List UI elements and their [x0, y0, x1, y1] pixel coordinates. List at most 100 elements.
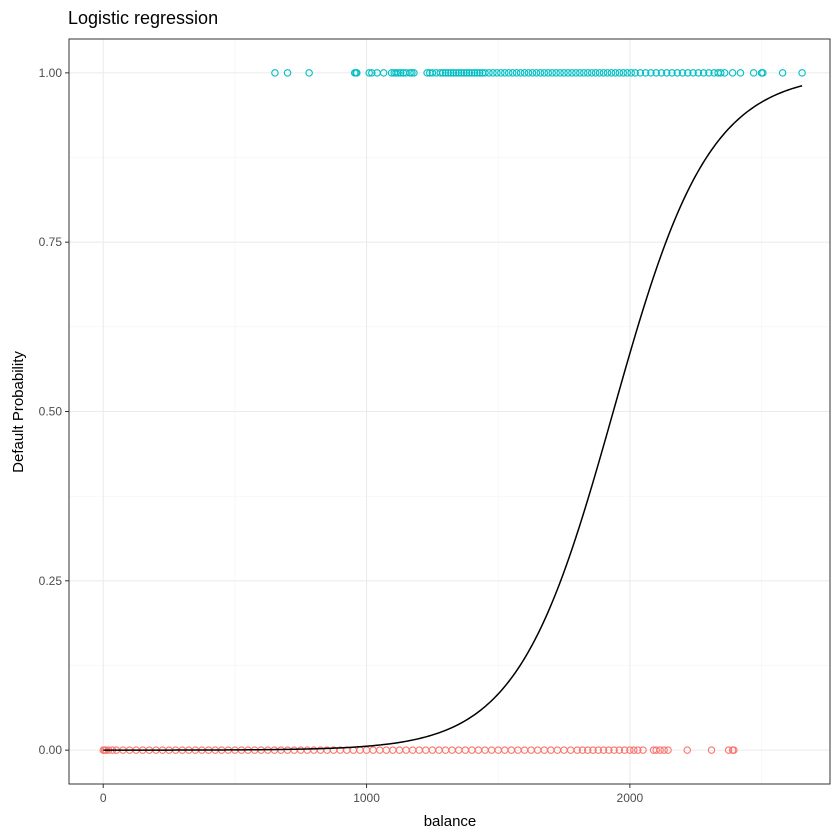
- point-default-yes: [408, 69, 416, 77]
- point-default-yes: [556, 69, 564, 77]
- point-default-yes: [470, 69, 479, 77]
- point-default-yes: [493, 69, 501, 77]
- points-default-yes: [271, 69, 806, 77]
- point-default-yes: [560, 69, 568, 77]
- point-default-yes: [520, 69, 529, 77]
- point-default-no: [573, 746, 581, 754]
- y-tick-label: 0.00: [39, 743, 63, 757]
- point-default-yes: [452, 69, 460, 77]
- point-default-yes: [524, 69, 533, 77]
- point-default-no: [634, 746, 642, 754]
- point-default-yes: [652, 69, 660, 77]
- point-default-yes: [619, 69, 628, 77]
- point-default-no: [620, 746, 629, 754]
- point-default-yes: [454, 69, 463, 77]
- point-default-yes: [778, 69, 787, 77]
- point-default-yes: [627, 69, 635, 77]
- point-default-yes: [580, 69, 588, 77]
- point-default-yes: [439, 69, 447, 77]
- point-default-yes: [583, 69, 592, 77]
- point-default-no: [605, 746, 613, 754]
- point-default-yes: [699, 69, 708, 77]
- point-default-yes: [428, 69, 437, 77]
- point-default-yes: [449, 69, 458, 77]
- point-default-yes: [462, 69, 471, 77]
- point-default-yes: [444, 69, 452, 77]
- point-default-yes: [410, 69, 418, 77]
- x-axis-ticks: 0 1000 2000: [100, 784, 644, 805]
- point-default-yes: [572, 69, 580, 77]
- point-default-yes: [720, 69, 729, 77]
- point-default-yes: [305, 69, 313, 77]
- point-default-no: [707, 746, 716, 754]
- point-default-no: [589, 746, 597, 754]
- point-default-yes: [673, 69, 682, 77]
- y-tick-label: 0.25: [39, 574, 63, 588]
- point-default-yes: [548, 69, 556, 77]
- point-default-yes: [473, 69, 481, 77]
- point-default-yes: [568, 69, 576, 77]
- point-default-no: [730, 746, 738, 754]
- point-default-yes: [705, 69, 713, 77]
- y-axis-ticks: 0.00 0.25 0.50 0.75 1.00: [39, 66, 69, 757]
- point-default-yes: [607, 69, 616, 77]
- point-default-yes: [641, 69, 650, 77]
- point-default-yes: [497, 69, 505, 77]
- point-default-yes: [564, 69, 572, 77]
- point-default-yes: [689, 69, 697, 77]
- grid-lines: [69, 39, 830, 784]
- point-default-yes: [536, 69, 545, 77]
- point-default-no: [664, 746, 672, 754]
- point-default-no: [639, 746, 647, 754]
- point-default-yes: [402, 69, 410, 77]
- point-default-yes: [353, 69, 361, 77]
- point-default-yes: [611, 69, 620, 77]
- x-axis-label: balance: [424, 813, 477, 830]
- point-default-yes: [504, 69, 513, 77]
- point-default-yes: [485, 69, 493, 77]
- point-default-yes: [468, 69, 476, 77]
- point-default-yes: [540, 69, 549, 77]
- point-default-yes: [368, 69, 376, 77]
- point-default-yes: [595, 69, 604, 77]
- chart-title: Logistic regression: [68, 8, 218, 28]
- point-default-no: [724, 746, 733, 754]
- point-default-yes: [647, 69, 655, 77]
- x-tick-label: 2000: [617, 791, 644, 805]
- point-default-yes: [436, 69, 445, 77]
- point-default-yes: [587, 69, 596, 77]
- point-default-yes: [599, 69, 608, 77]
- point-default-yes: [678, 69, 687, 77]
- point-default-yes: [512, 69, 521, 77]
- point-default-yes: [397, 69, 405, 77]
- point-default-no: [578, 746, 587, 754]
- point-default-no: [683, 746, 692, 754]
- point-default-yes: [481, 69, 489, 77]
- point-default-no: [615, 746, 624, 754]
- point-default-yes: [728, 69, 737, 77]
- point-default-no: [599, 746, 608, 754]
- point-default-yes: [457, 69, 466, 77]
- point-default-yes: [365, 69, 373, 77]
- point-default-yes: [441, 69, 450, 77]
- points-default-no: [99, 746, 738, 754]
- point-default-yes: [684, 69, 692, 77]
- point-default-no: [630, 746, 638, 754]
- point-default-yes: [615, 69, 624, 77]
- point-default-yes: [516, 69, 525, 77]
- y-tick-label: 0.75: [39, 235, 63, 249]
- point-default-no: [652, 746, 660, 754]
- y-tick-label: 1.00: [39, 66, 63, 80]
- point-default-yes: [271, 69, 279, 77]
- point-default-yes: [423, 69, 431, 77]
- point-default-no: [594, 746, 603, 754]
- point-default-yes: [623, 69, 631, 77]
- point-default-yes: [544, 69, 552, 77]
- point-default-no: [626, 746, 634, 754]
- point-default-yes: [489, 69, 497, 77]
- logistic-fit-curve: [103, 85, 803, 751]
- point-default-yes: [668, 69, 676, 77]
- point-default-yes: [631, 69, 639, 77]
- point-default-yes: [749, 69, 758, 77]
